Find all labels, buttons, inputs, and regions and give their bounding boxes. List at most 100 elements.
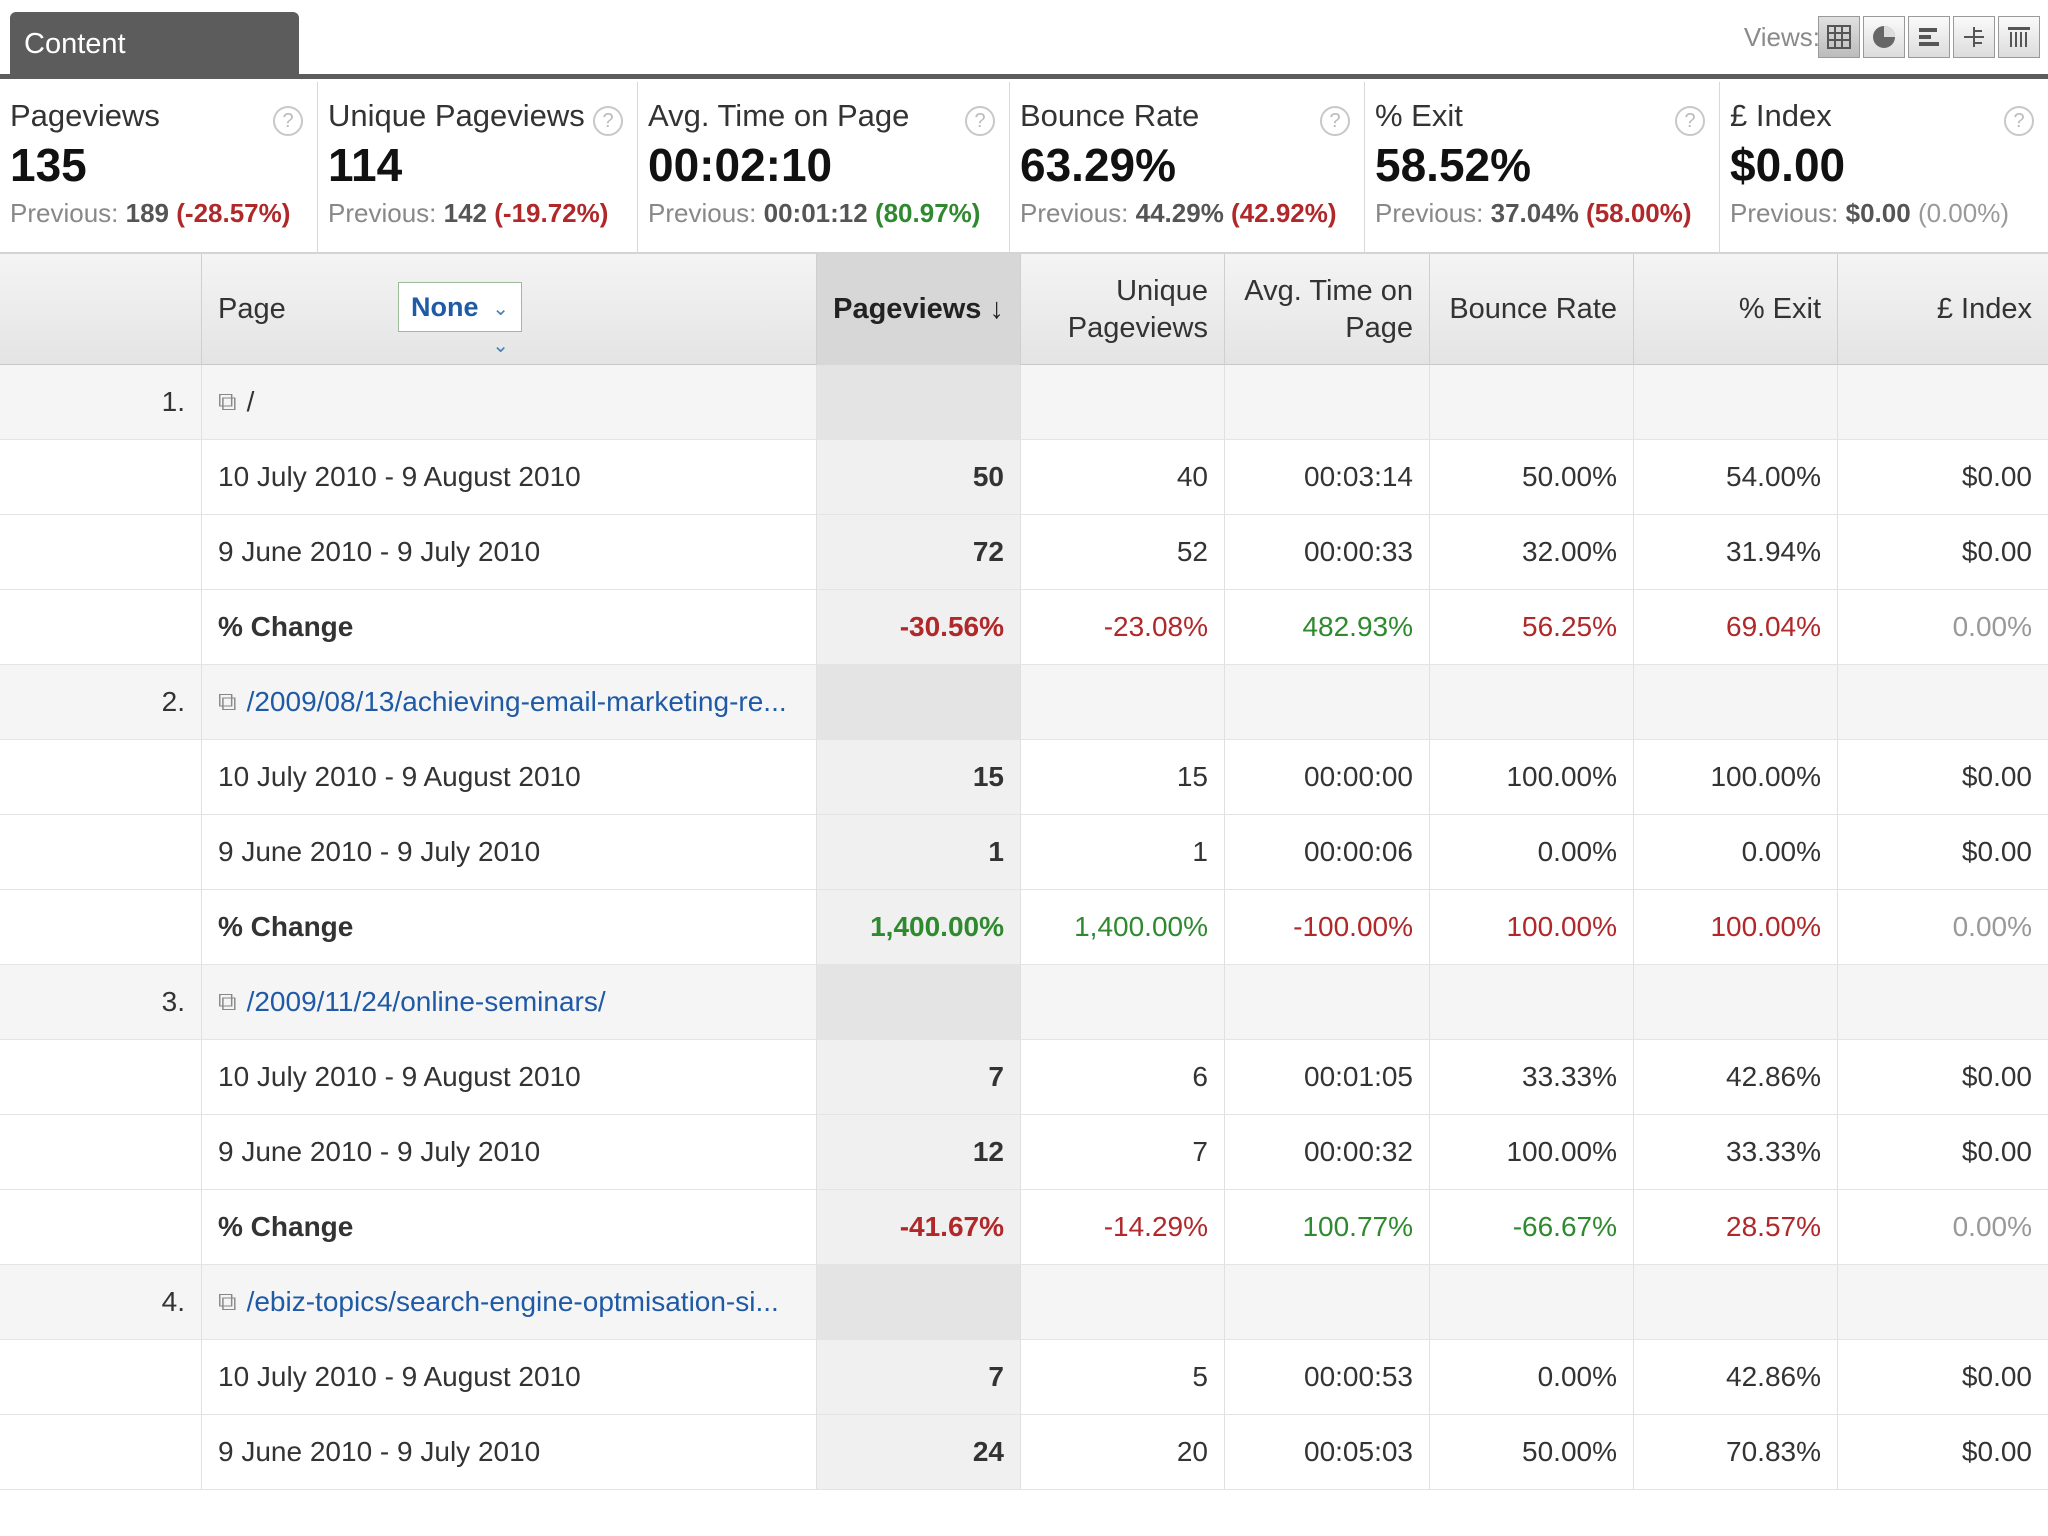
column-header-index <box>0 254 202 365</box>
compare-view-icon[interactable] <box>1953 16 1995 58</box>
page-group-row: 2. ⧉ /2009/08/13/achieving-email-marketing… <box>0 665 2048 740</box>
date-range-label: % Change <box>202 590 817 664</box>
empty-cell <box>0 815 202 889</box>
column-header-index-value[interactable]: £ Index <box>1936 293 2032 325</box>
exit-value: 31.94% <box>1634 515 1838 589</box>
metric-name: Unique Pageviews <box>328 98 585 133</box>
index-value: 0.00% <box>1952 1211 2032 1242</box>
help-icon[interactable]: ? <box>1320 106 1350 136</box>
metric-name: Bounce Rate <box>1020 98 1200 133</box>
index-value: $0.00 <box>1961 536 2032 567</box>
empty-cell <box>1634 665 1838 739</box>
exit-value: 42.86% <box>1634 1040 1838 1114</box>
pageviews-value: -30.56% <box>817 590 1021 664</box>
metric-pageviews: Pageviews 135 Previous: 189 (-28.57%) ? <box>0 82 318 254</box>
empty-cell <box>1225 965 1430 1039</box>
avg-time-value: 00:03:14 <box>1225 440 1430 514</box>
avg-time-value: 00:00:00 <box>1225 740 1430 814</box>
metric-value: 58.52% <box>1375 139 1532 191</box>
table-row: 10 July 2010 - 9 August 2010 50 40 00:03:14… <box>0 440 2048 515</box>
bounce-rate-value: 100.00% <box>1430 890 1634 964</box>
empty-cell <box>1634 965 1838 1039</box>
views-label: Views: <box>1743 22 1820 52</box>
index-value: $0.00 <box>1961 1136 2032 1167</box>
empty-cell <box>1225 365 1430 439</box>
pivot-view-icon[interactable] <box>1998 16 2040 58</box>
pageviews-value: 15 <box>817 740 1021 814</box>
unique-pageviews-value: -23.08% <box>1021 590 1225 664</box>
pie-view-icon[interactable] <box>1863 16 1905 58</box>
metric-index: £ Index $0.00 Previous: $0.00 (0.00%) ? <box>1720 82 2048 254</box>
view-switcher <box>1818 16 2040 58</box>
page-link[interactable]: /ebiz-topics/search-engine-optmisation-s… <box>246 1286 779 1317</box>
page-link[interactable]: / <box>246 386 255 417</box>
empty-cell <box>817 665 1021 739</box>
avg-time-value: 00:05:03 <box>1225 1415 1430 1489</box>
column-header-bounce-rate[interactable]: Bounce Rate <box>1430 254 1634 365</box>
unique-pageviews-value: 7 <box>1021 1115 1225 1189</box>
secondary-dimension-select[interactable]: None ⌄ ⌄ <box>398 282 522 357</box>
bounce-rate-value: 50.00% <box>1430 440 1634 514</box>
page-link[interactable]: /2009/08/13/achieving-email-marketing-re… <box>246 686 787 717</box>
table-row: 10 July 2010 - 9 August 2010 7 5 00:00:53 0.… <box>0 1340 2048 1415</box>
empty-cell <box>1021 1265 1225 1339</box>
column-header-page[interactable]: Page None ⌄ ⌄ <box>202 254 817 365</box>
table-view-icon[interactable] <box>1818 16 1860 58</box>
help-icon[interactable]: ? <box>965 106 995 136</box>
column-header-unique-pageviews[interactable]: Unique Pageviews <box>1021 254 1225 365</box>
pageviews-value: 72 <box>817 515 1021 589</box>
index-value: $0.00 <box>1961 1361 2032 1392</box>
index-value: 0.00% <box>1952 611 2032 642</box>
empty-cell <box>817 365 1021 439</box>
row-number: 3. <box>0 965 202 1039</box>
help-icon[interactable]: ? <box>1675 106 1705 136</box>
empty-cell <box>0 740 202 814</box>
empty-cell <box>0 590 202 664</box>
metric-name: Pageviews <box>10 98 160 133</box>
bounce-rate-value: 100.00% <box>1430 1115 1634 1189</box>
index-value: $0.00 <box>1961 1061 2032 1092</box>
pageviews-value: -41.67% <box>817 1190 1021 1264</box>
metric-bounce-rate: Bounce Rate 63.29% Previous: 44.29% (42.… <box>1010 82 1365 254</box>
empty-cell <box>0 1190 202 1264</box>
exit-value: 0.00% <box>1634 815 1838 889</box>
pageviews-value: 12 <box>817 1115 1021 1189</box>
metric-avg-time-on-page: Avg. Time on Page 00:02:10 Previous: 00:… <box>638 82 1010 254</box>
exit-value: 70.83% <box>1634 1415 1838 1489</box>
date-range-label: 9 June 2010 - 9 July 2010 <box>202 815 817 889</box>
unique-pageviews-value: 1 <box>1021 815 1225 889</box>
external-link-icon[interactable]: ⧉ <box>218 986 237 1016</box>
column-header-pageviews[interactable]: Pageviews ↓ <box>817 254 1021 365</box>
external-link-icon[interactable]: ⧉ <box>218 686 237 716</box>
empty-cell <box>1838 365 2048 439</box>
table-row: % Change -41.67% -14.29% 100.77% -66.67% 28.5… <box>0 1190 2048 1265</box>
empty-cell <box>1430 1265 1634 1339</box>
table-header: Page None ⌄ ⌄ Pageviews ↓ Unique Pageview… <box>0 254 2048 365</box>
index-value: $0.00 <box>1961 1436 2032 1467</box>
table-row: 9 June 2010 - 9 July 2010 12 7 00:00:32 100.… <box>0 1115 2048 1190</box>
metric-value: 00:02:10 <box>648 139 833 191</box>
metric-name: % Exit <box>1375 98 1463 133</box>
metric-value: $0.00 <box>1730 139 1846 191</box>
index-value: $0.00 <box>1961 761 2032 792</box>
empty-cell <box>0 890 202 964</box>
date-range-label: % Change <box>202 890 817 964</box>
external-link-icon[interactable]: ⧉ <box>218 386 237 416</box>
external-link-icon[interactable]: ⧉ <box>218 1286 237 1316</box>
content-performance-tab[interactable]: Content Performance <box>10 12 299 124</box>
help-icon[interactable]: ? <box>2004 106 2034 136</box>
empty-cell <box>1634 365 1838 439</box>
column-header-avg-time-on-page[interactable]: Avg. Time on Page <box>1225 254 1430 365</box>
empty-cell <box>1634 1265 1838 1339</box>
page-link[interactable]: /2009/11/24/online-seminars/ <box>246 986 606 1017</box>
bounce-rate-value: 50.00% <box>1430 1415 1634 1489</box>
page-group-row: 3. ⧉ /2009/11/24/online-seminars/ <box>0 965 2048 1040</box>
help-icon[interactable]: ? <box>273 106 303 136</box>
bar-view-icon[interactable] <box>1908 16 1950 58</box>
help-icon[interactable]: ? <box>593 106 623 136</box>
unique-pageviews-value: 20 <box>1021 1415 1225 1489</box>
page-cell: ⧉ /ebiz-topics/search-engine-optmisation-… <box>202 1265 817 1339</box>
empty-cell <box>0 1040 202 1114</box>
unique-pageviews-value: 5 <box>1021 1340 1225 1414</box>
column-header-exit[interactable]: % Exit <box>1634 254 1838 365</box>
